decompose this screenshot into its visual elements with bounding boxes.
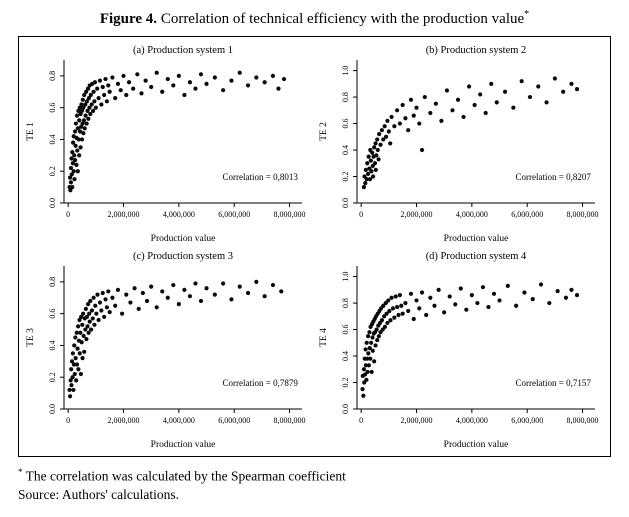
y-tick-label: 0.2 xyxy=(48,372,57,382)
x-tick-label: 8,000,000 xyxy=(566,416,598,425)
correlation-label: Correlation = 0,8013 xyxy=(223,172,299,182)
y-tick-label: 1.0 xyxy=(341,65,350,75)
y-tick-label: 0.2 xyxy=(48,166,57,176)
x-tick-label: 6,000,000 xyxy=(218,210,250,219)
x-tick-label: 6,000,000 xyxy=(218,416,250,425)
scatter-plot-svg: (a) Production system 1 0 2,000,000 4,000,0… xyxy=(26,45,306,244)
y-tick-label: 0.8 xyxy=(48,71,57,81)
x-tick-label: 6,000,000 xyxy=(511,210,543,219)
axes xyxy=(352,266,595,414)
y-tick-label: 0.0 xyxy=(48,198,57,208)
y-tick-label: 0.6 xyxy=(341,325,350,335)
scatter-plot-svg: (d) Production system 4 0 2,000,000 4,000,0… xyxy=(319,251,599,450)
figure-title: Figure 4. Correlation of technical effic… xyxy=(0,0,629,28)
plot-title: (a) Production system 1 xyxy=(133,45,233,56)
plot-title: (c) Production system 3 xyxy=(133,251,233,262)
x-tick-label: 4,000,000 xyxy=(456,416,488,425)
plots-container: (a) Production system 1 0 2,000,000 4,000,0… xyxy=(18,36,611,457)
y-tick-label: 1.0 xyxy=(341,272,350,282)
y-axis-title: TE 2 xyxy=(319,122,329,141)
x-tick-label: 6,000,000 xyxy=(511,416,543,425)
figure-title-text: Correlation of technical efficiency with… xyxy=(160,11,525,27)
footnote-source: Source: Authors' calculations. xyxy=(18,487,180,503)
x-tick-label: 2,000,000 xyxy=(108,416,140,425)
scatter-plot: (b) Production system 2 0 2,000,000 4,000,0… xyxy=(315,42,607,245)
data-points xyxy=(360,282,579,399)
axes xyxy=(60,266,303,414)
x-tick-label: 4,000,000 xyxy=(163,416,195,425)
x-tick-label: 2,000,000 xyxy=(108,210,140,219)
plot-title: (b) Production system 2 xyxy=(425,45,526,56)
data-points xyxy=(361,76,579,189)
x-tick-label: 0 xyxy=(359,210,363,219)
y-tick-label: 0.2 xyxy=(341,378,350,388)
y-tick-label: 0.4 xyxy=(341,145,350,155)
y-tick-label: 0.8 xyxy=(48,277,57,287)
data-points xyxy=(67,280,284,399)
y-tick-label: 0.4 xyxy=(341,351,350,361)
x-tick-label: 4,000,000 xyxy=(456,210,488,219)
y-axis-title: TE 3 xyxy=(26,328,36,347)
correlation-label: Correlation = 0,7879 xyxy=(223,378,299,388)
scatter-plot-svg: (b) Production system 2 0 2,000,000 4,000,0… xyxy=(319,45,599,244)
x-tick-label: 0 xyxy=(359,416,363,425)
y-tick-label: 0.8 xyxy=(341,92,350,102)
footnotes: * The correlation was calculated by the … xyxy=(18,466,346,505)
scatter-plot-svg: (c) Production system 3 0 2,000,000 4,000,0… xyxy=(26,251,306,450)
x-tick-label: 2,000,000 xyxy=(400,416,432,425)
footnote-marker: * xyxy=(18,467,23,477)
figure-note-marker: * xyxy=(524,9,530,20)
x-tick-label: 8,000,000 xyxy=(274,210,306,219)
correlation-label: Correlation = 0,7157 xyxy=(515,378,591,388)
x-axis-title: Production value xyxy=(443,440,508,450)
y-tick-label: 0.4 xyxy=(48,134,57,144)
footnote-text: The correlation was calculated by the Sp… xyxy=(25,468,346,484)
x-tick-label: 0 xyxy=(66,210,70,219)
correlation-label: Correlation = 0,8207 xyxy=(515,172,591,182)
x-axis-title: Production value xyxy=(443,234,508,244)
y-tick-label: 0.6 xyxy=(48,102,57,112)
y-tick-label: 0.6 xyxy=(48,309,57,319)
y-tick-label: 0.0 xyxy=(48,404,57,414)
data-points xyxy=(67,70,287,193)
footnote-note: * The correlation was calculated by the … xyxy=(18,466,346,486)
x-tick-label: 8,000,000 xyxy=(566,210,598,219)
scatter-plot: (c) Production system 3 0 2,000,000 4,000,0… xyxy=(22,248,314,451)
axes xyxy=(60,59,303,207)
plot-title: (d) Production system 4 xyxy=(425,251,526,262)
y-axis-title: TE 4 xyxy=(319,328,329,347)
y-tick-label: 0.8 xyxy=(341,298,350,308)
y-tick-label: 0.0 xyxy=(341,198,350,208)
scatter-plot: (d) Production system 4 0 2,000,000 4,000,0… xyxy=(315,248,607,451)
x-axis-title: Production value xyxy=(151,440,216,450)
scatter-plot: (a) Production system 1 0 2,000,000 4,000,0… xyxy=(22,42,314,245)
x-axis-title: Production value xyxy=(151,234,216,244)
x-tick-label: 4,000,000 xyxy=(163,210,195,219)
x-tick-label: 0 xyxy=(66,416,70,425)
x-tick-label: 8,000,000 xyxy=(274,416,306,425)
x-tick-label: 2,000,000 xyxy=(400,210,432,219)
y-tick-label: 0.4 xyxy=(48,341,57,351)
y-axis-title: TE 1 xyxy=(26,122,36,141)
y-tick-label: 0.6 xyxy=(341,118,350,128)
axes xyxy=(352,59,595,207)
y-tick-label: 0.2 xyxy=(341,171,350,181)
y-tick-label: 0.0 xyxy=(341,404,350,414)
figure-label: Figure 4. xyxy=(99,11,158,27)
